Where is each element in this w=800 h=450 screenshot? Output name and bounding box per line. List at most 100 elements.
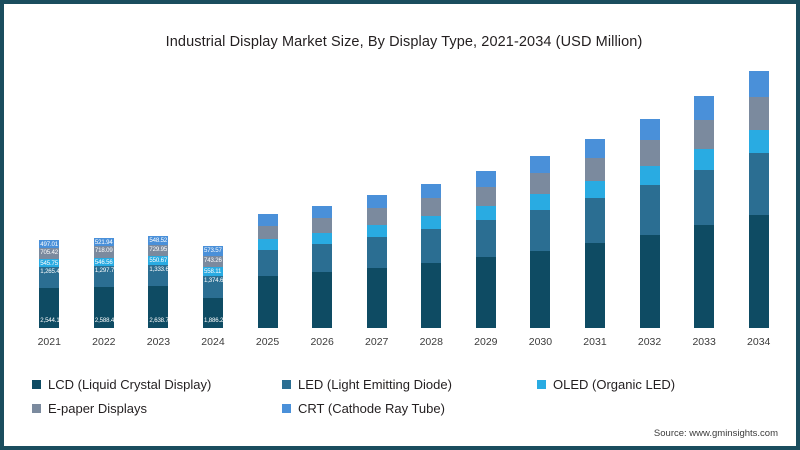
bar-segment[interactable]: 1,886.29	[203, 298, 227, 328]
bar-group[interactable]	[585, 138, 605, 328]
bar-segment[interactable]	[748, 129, 769, 153]
bar-segment[interactable]: 1,374.64	[203, 276, 227, 299]
bar-group[interactable]: 548.52 729.95 550.67 1,333.63 2,638.79	[148, 235, 172, 328]
bar-segment[interactable]	[585, 243, 605, 328]
bar-segment[interactable]	[639, 165, 660, 185]
bar-segment[interactable]	[639, 184, 660, 236]
legend-item-led[interactable]: LED (Light Emitting Diode)	[282, 377, 537, 392]
bar-segment[interactable]	[257, 239, 278, 250]
bar-group[interactable]	[312, 205, 333, 328]
bar-segment[interactable]	[421, 216, 442, 229]
bar-segment[interactable]: 2,588.46	[93, 286, 118, 328]
bar-segment[interactable]	[366, 236, 387, 268]
bar-group[interactable]	[257, 214, 278, 328]
bar-segment[interactable]: 1,333.63	[148, 264, 172, 287]
bar-segment-value-label: 743.26	[204, 256, 222, 264]
bar-segment[interactable]	[694, 119, 715, 149]
legend-swatch-icon-led	[282, 379, 291, 389]
bar-segment-value-label: 546.56	[94, 258, 113, 266]
bar-segment[interactable]	[530, 194, 551, 210]
bar-segment[interactable]	[748, 152, 769, 215]
bar-segment[interactable]	[257, 225, 278, 240]
x-axis-tick-2033: 2033	[692, 336, 716, 348]
legend-item-oled[interactable]: OLED (Organic LED)	[537, 377, 767, 392]
bar-segment[interactable]	[694, 225, 715, 328]
bar-segment[interactable]	[694, 96, 715, 120]
bar-segment[interactable]: 497.01	[39, 239, 60, 248]
bar-segment[interactable]	[312, 217, 333, 233]
legend-row-1: LCD (Liquid Crystal Display) LED (Light …	[32, 372, 772, 396]
bar-segment[interactable]	[530, 172, 551, 195]
legend-item-crt[interactable]: CRT (Cathode Ray Tube)	[282, 401, 537, 416]
bar-segment[interactable]	[312, 272, 333, 328]
bar-segment[interactable]: 546.56	[93, 257, 114, 267]
legend-label-led: LED (Light Emitting Diode)	[298, 376, 452, 392]
bar-segment[interactable]	[475, 186, 496, 207]
bar-segment[interactable]	[421, 184, 442, 199]
bar-segment[interactable]	[639, 139, 660, 166]
bar-segment[interactable]: 1,265.46	[39, 267, 63, 288]
bar-segment[interactable]	[475, 206, 496, 221]
bar-segment[interactable]	[257, 214, 278, 226]
bar-segment[interactable]	[748, 97, 769, 130]
legend-item-epaper[interactable]: E-paper Displays	[32, 401, 282, 416]
bar-segment[interactable]	[366, 267, 387, 328]
bar-segment[interactable]	[585, 138, 605, 158]
bar-group[interactable]	[748, 71, 769, 328]
bar-segment[interactable]	[366, 208, 387, 225]
bar-segment[interactable]	[257, 275, 278, 328]
bar-segment[interactable]: 545.75	[39, 258, 60, 268]
bar-segment[interactable]	[694, 148, 715, 170]
bar-segment[interactable]	[421, 262, 442, 328]
bar-group[interactable]	[421, 184, 442, 328]
bar-segment[interactable]: 718.09	[93, 246, 114, 258]
x-axis-tick-2025: 2025	[255, 336, 280, 348]
x-axis-tick-labels: 2021 2022 2023 2024 2025 2026 2027 2028 2029 2030…	[22, 336, 786, 356]
bar-segment[interactable]: 2,544.13	[39, 287, 63, 328]
bar-segment[interactable]: 573.57	[203, 246, 223, 256]
bar-segment[interactable]: 2,638.79	[148, 286, 172, 328]
bar-segment[interactable]	[421, 198, 442, 217]
bar-segment[interactable]	[639, 235, 660, 328]
bar-group[interactable]: 521.94 718.09 546.56 1,297.77 2,588.46	[93, 237, 118, 328]
bar-segment[interactable]	[530, 155, 551, 173]
bar-segment[interactable]	[585, 157, 605, 182]
bar-segment-value-label: 545.75	[40, 259, 59, 267]
bar-segment[interactable]	[257, 249, 278, 276]
bar-segment[interactable]	[748, 214, 769, 328]
bar-segment[interactable]	[585, 198, 605, 244]
bar-segment[interactable]	[748, 71, 769, 98]
bar-segment[interactable]: 1,297.77	[93, 266, 118, 287]
bar-segment[interactable]: 521.94	[93, 237, 114, 247]
bar-segment[interactable]	[366, 195, 387, 209]
bar-segment[interactable]	[421, 229, 442, 263]
bar-segment[interactable]	[366, 224, 387, 237]
bar-segment[interactable]: 558.11	[203, 267, 223, 277]
bar-group[interactable]	[639, 118, 660, 328]
bar-group[interactable]: 573.57 743.26 558.11 1,374.64 1,886.29	[203, 246, 227, 328]
bar-group[interactable]	[475, 170, 496, 328]
bar-segment[interactable]: 743.26	[203, 255, 223, 268]
bar-segment[interactable]	[585, 181, 605, 199]
bar-segment[interactable]: 729.95	[148, 244, 169, 257]
bar-segment[interactable]	[475, 257, 496, 328]
bar-group[interactable]	[366, 195, 387, 328]
bar-segment[interactable]	[312, 205, 333, 218]
bar-group[interactable]	[694, 96, 715, 328]
legend-item-lcd[interactable]: LCD (Liquid Crystal Display)	[32, 377, 282, 392]
bar-segment[interactable]	[639, 118, 660, 140]
bar-segment[interactable]	[530, 250, 551, 328]
bar-segment[interactable]	[312, 232, 333, 244]
bar-segment[interactable]: 548.52	[148, 235, 169, 245]
bar-segment[interactable]	[530, 209, 551, 251]
bar-group[interactable]	[530, 155, 551, 328]
bar-segment[interactable]: 705.42	[39, 247, 60, 259]
legend-label-crt: CRT (Cathode Ray Tube)	[298, 400, 445, 416]
bar-group[interactable]: 497.01 705.42 545.75 1,265.46 2,544.13	[39, 239, 63, 328]
bar-segment[interactable]	[475, 220, 496, 258]
legend-label-lcd: LCD (Liquid Crystal Display)	[48, 376, 212, 392]
bar-segment[interactable]	[475, 170, 496, 187]
bar-segment[interactable]: 550.67	[148, 256, 169, 265]
bar-segment[interactable]	[312, 243, 333, 273]
bar-segment[interactable]	[694, 169, 715, 226]
